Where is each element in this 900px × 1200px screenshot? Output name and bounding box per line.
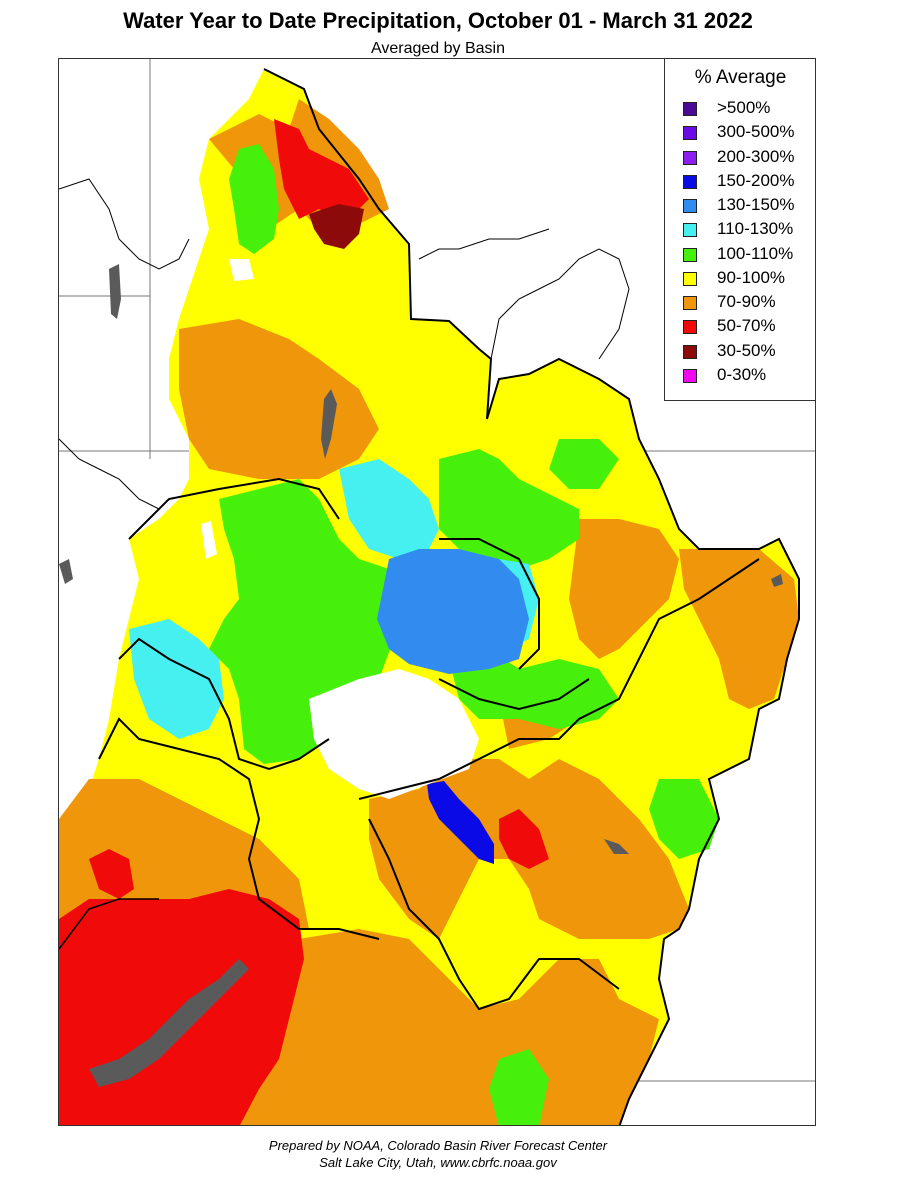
legend-item: 100-110% [683,244,813,266]
legend-swatch [683,271,697,286]
legend-label: 90-100% [717,267,786,287]
legend-item: 70-90% [683,292,813,314]
legend-title: % Average [694,67,787,88]
legend-swatch [683,344,697,359]
legend-swatch [683,296,697,310]
legend-panel: % Average >500% 300-500% 200-300% 150-200% 1… [664,59,815,401]
legend-label: >500% [717,98,771,117]
legend-label: 300-500% [717,122,795,142]
legend-item: 50-70% [683,316,813,338]
legend-item: 30-50% [683,341,813,363]
map-title: Water Year to Date Precipitation, Octobe… [123,8,753,33]
legend-swatch [683,150,697,165]
legend-item: 130-150% [683,195,813,217]
legend-label: 30-50% [717,340,776,360]
legend-item: >500% [683,98,813,120]
legend-label: 130-150% [717,195,795,214]
legend-label: 200-300% [717,146,795,166]
legend-item: 150-200% [683,171,813,193]
legend-label: 0-30% [717,364,767,384]
legend-item: 90-100% [683,268,813,290]
credit-line-2: Salt Lake City, Utah, www.cbrfc.noaa.gov [319,1155,557,1170]
legend-swatch [683,102,697,116]
legend-swatch [683,199,697,213]
legend-item: 300-500% [683,122,813,144]
legend-label: 110-130% [717,219,794,239]
legend-swatch [683,368,697,383]
legend-swatch [683,223,697,238]
credit-line-1: Prepared by NOAA, Colorado Basin River F… [268,1138,608,1153]
legend-swatch [683,320,697,335]
legend-item: 200-300% [683,147,813,169]
legend-swatch [683,126,697,141]
legend-item: 0-30% [683,365,813,387]
legend-swatch [683,247,697,262]
legend-label: 70-90% [717,292,776,311]
legend-label: 100-110% [717,243,794,263]
credit-text: Prepared by NOAA, Colorado Basin River F… [0,1137,876,1171]
legend-item: 110-130% [683,219,813,241]
legend-swatch [683,174,697,189]
legend-label: 150-200% [717,170,795,190]
map-subtitle: Averaged by Basin [370,40,505,57]
basin-map-graphic [59,59,815,1125]
legend-label: 50-70% [717,316,776,336]
